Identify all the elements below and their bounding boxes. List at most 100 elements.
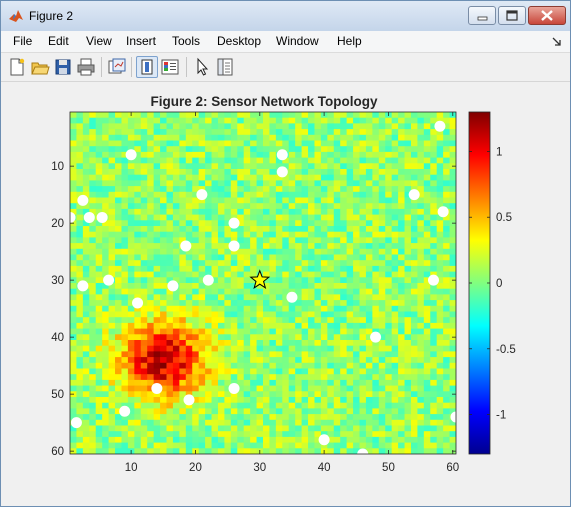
heatmap-cell bbox=[449, 157, 456, 164]
heatmap-cell bbox=[308, 397, 315, 404]
heatmap-cell bbox=[314, 163, 322, 170]
new-figure-button[interactable] bbox=[6, 56, 28, 78]
heatmap-cell bbox=[353, 277, 360, 284]
close-button[interactable] bbox=[528, 6, 566, 25]
heatmap-cell bbox=[185, 174, 193, 181]
heatmap-cell bbox=[179, 294, 187, 301]
print-button[interactable] bbox=[75, 56, 97, 78]
menu-window[interactable]: Window bbox=[276, 34, 319, 48]
heatmap-cell bbox=[76, 163, 84, 170]
menu-insert[interactable]: Insert bbox=[126, 34, 157, 48]
heatmap-cell bbox=[76, 340, 84, 347]
link-plot-button[interactable] bbox=[106, 56, 128, 78]
heatmap-cell bbox=[314, 408, 322, 415]
heatmap-cell bbox=[449, 322, 456, 330]
insert-colorbar-button[interactable] bbox=[159, 56, 181, 78]
heatmap-cell bbox=[295, 260, 303, 267]
heatmap-cell bbox=[443, 186, 451, 193]
heatmap-cell bbox=[198, 414, 206, 421]
maximize-button[interactable] bbox=[498, 6, 526, 25]
heatmap-cell bbox=[314, 129, 322, 136]
open-file-button[interactable] bbox=[29, 56, 51, 78]
heatmap-cell bbox=[410, 157, 418, 164]
heatmap-cell bbox=[372, 117, 380, 124]
heatmap-cell bbox=[82, 254, 90, 261]
save-button[interactable] bbox=[52, 56, 74, 78]
heatmap-cell bbox=[192, 265, 200, 273]
heatmap-cell bbox=[275, 431, 283, 438]
heatmap-cell bbox=[269, 226, 277, 233]
heatmap-cell bbox=[224, 163, 232, 170]
sensor-node bbox=[318, 434, 330, 446]
heatmap-cell bbox=[333, 191, 341, 198]
heatmap-cell bbox=[121, 146, 129, 153]
heatmap-cell bbox=[82, 334, 90, 341]
heatmap-cell bbox=[166, 226, 174, 233]
heatmap-cell bbox=[391, 294, 399, 301]
dock-arrow-icon[interactable] bbox=[552, 37, 562, 47]
heatmap-cell bbox=[391, 305, 399, 312]
heatmap-cell bbox=[320, 191, 328, 198]
heatmap-cell bbox=[327, 112, 335, 119]
heatmap-cell bbox=[147, 345, 155, 352]
heatmap-cell bbox=[147, 237, 155, 244]
menu-view[interactable]: View bbox=[86, 34, 112, 48]
heatmap-cell bbox=[172, 226, 180, 233]
minimize-button[interactable] bbox=[468, 6, 496, 25]
heatmap-cell bbox=[95, 277, 103, 284]
colorbar[interactable] bbox=[468, 111, 491, 455]
heatmap-cell bbox=[211, 163, 219, 170]
heatmap-cell bbox=[134, 265, 142, 273]
heatmap-cell bbox=[134, 271, 142, 278]
heatmap-cell bbox=[121, 277, 129, 284]
heatmap-cell bbox=[436, 226, 444, 233]
heatmap-cell bbox=[404, 254, 412, 261]
heatmap-cell bbox=[378, 129, 386, 136]
heatmap-cell bbox=[243, 254, 251, 261]
pointer-button[interactable] bbox=[191, 56, 213, 78]
heatmap-cell bbox=[333, 197, 341, 204]
heatmap-cell bbox=[391, 385, 399, 392]
heatmap-cell bbox=[449, 294, 456, 301]
heatmap-cell bbox=[89, 254, 97, 261]
heatmap-cell bbox=[327, 117, 335, 124]
heatmap-cell bbox=[282, 379, 290, 387]
heatmap-cell bbox=[172, 391, 180, 398]
heatmap-cell bbox=[237, 283, 245, 290]
heatmap-cell bbox=[353, 391, 360, 398]
menu-desktop[interactable]: Desktop bbox=[217, 34, 262, 48]
heatmap-cell bbox=[378, 191, 386, 198]
heatmap-cell bbox=[410, 260, 418, 267]
heatmap-cell bbox=[365, 151, 373, 159]
heatmap-cell bbox=[140, 157, 148, 164]
heatmap-cell bbox=[127, 311, 135, 318]
heatmap-cell bbox=[443, 448, 451, 454]
menu-file[interactable]: File bbox=[13, 34, 33, 48]
heatmap-cell bbox=[224, 186, 232, 193]
heatmap-cell bbox=[198, 385, 206, 392]
dock-figure-button[interactable] bbox=[136, 56, 158, 78]
heatmap-cell bbox=[365, 117, 373, 124]
heatmap-cell bbox=[127, 157, 135, 164]
heatmap-cell bbox=[263, 379, 270, 387]
heatmap-cell bbox=[198, 197, 206, 204]
heatmap-cell bbox=[147, 448, 155, 454]
heatmap-cell bbox=[449, 351, 456, 358]
property-editor-button[interactable] bbox=[214, 56, 236, 78]
heatmap-cell bbox=[166, 146, 174, 153]
heatmap-cell bbox=[372, 174, 380, 181]
heatmap-cell bbox=[230, 146, 238, 153]
menu-help[interactable]: Help bbox=[337, 34, 362, 48]
heatmap-cell bbox=[256, 220, 264, 227]
heatmap-cell bbox=[275, 379, 283, 387]
heatmap-cell bbox=[423, 254, 431, 261]
heatmap-cell bbox=[295, 112, 303, 119]
heatmap-cell bbox=[108, 163, 116, 170]
heatmap-cell bbox=[237, 208, 245, 216]
menu-tools[interactable]: Tools bbox=[172, 34, 201, 48]
heatmap-cell bbox=[320, 265, 328, 273]
menu-edit[interactable]: Edit bbox=[48, 34, 69, 48]
heatmap-cell bbox=[147, 214, 155, 221]
heatmap-cell bbox=[134, 140, 142, 147]
